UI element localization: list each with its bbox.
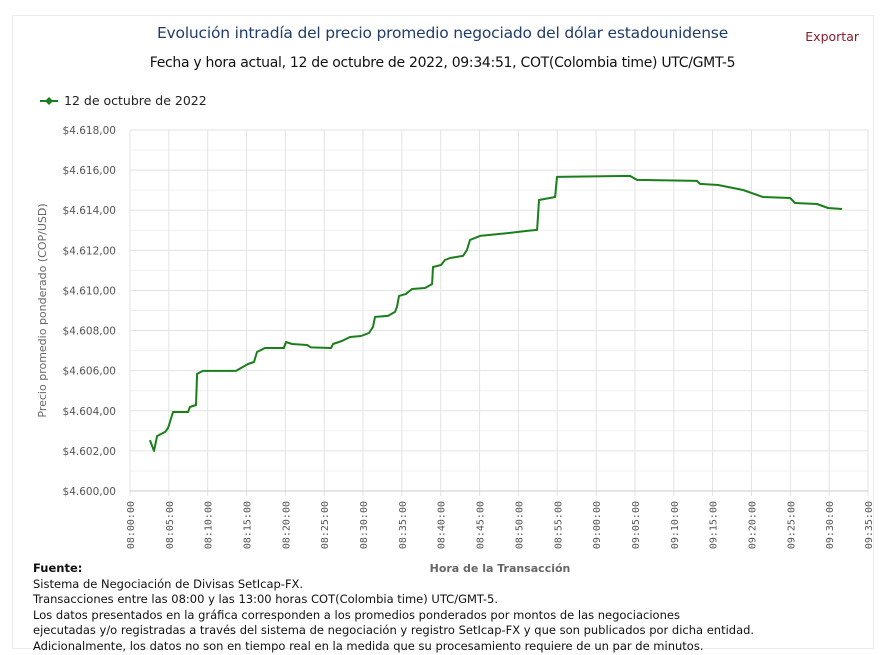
x-tick-label: 09:25:00: [786, 501, 797, 549]
x-tick-label: 08:35:00: [398, 501, 409, 549]
chart-subtitle: Fecha y hora actual, 12 de octubre de 20…: [149, 55, 736, 71]
legend-label: 12 de octubre de 2022: [64, 93, 207, 108]
x-tick-label: 08:25:00: [320, 501, 331, 549]
chart-card: [12, 15, 874, 649]
x-tick-label: 08:15:00: [243, 501, 254, 549]
x-tick-label: 08:40:00: [437, 501, 448, 549]
export-button[interactable]: Exportar: [805, 29, 859, 44]
y-tick-label: $4.606,00: [63, 366, 116, 378]
x-tick-label: 08:00:00: [126, 501, 137, 549]
y-tick-label: $4.614,00: [63, 205, 116, 217]
footer-line: Transacciones entre las 08:00 y las 13:0…: [33, 592, 498, 607]
legend-marker-icon: [40, 96, 58, 105]
y-tick-label: $4.608,00: [63, 326, 116, 338]
x-tick-label: 08:05:00: [165, 501, 176, 549]
x-axis-title: Hora de la Transacción: [429, 562, 571, 575]
y-tick-label: $4.600,00: [63, 486, 116, 498]
y-tick-label: $4.618,00: [63, 125, 116, 137]
x-tick-label: 08:30:00: [359, 501, 370, 549]
x-tick-label: 08:45:00: [476, 501, 487, 549]
footer-notes: Fuente: Sistema de Negociación de Divisa…: [33, 561, 754, 655]
x-tick-label: 08:50:00: [514, 501, 525, 549]
footer-line: Adicionalmente, los datos no son en tiem…: [33, 638, 704, 653]
x-tick-label: 09:00:00: [592, 501, 603, 549]
y-axis-title: Precio promedio ponderado (COP/USD): [36, 203, 49, 417]
x-tick-label: 08:20:00: [281, 501, 292, 549]
y-tick-label: $4.612,00: [63, 245, 116, 257]
x-tick-label: 09:35:00: [864, 501, 875, 549]
y-tick-label: $4.616,00: [63, 165, 116, 177]
y-tick-label: $4.602,00: [63, 446, 116, 458]
x-tick-label: 09:20:00: [747, 501, 758, 549]
x-tick-label: 09:15:00: [709, 501, 720, 549]
x-tick-label: 09:30:00: [825, 501, 836, 549]
x-tick-label: 09:05:00: [631, 501, 642, 549]
x-tick-label: 09:10:00: [670, 501, 681, 549]
x-tick-label: 08:10:00: [204, 501, 215, 549]
y-tick-label: $4.610,00: [63, 285, 116, 297]
y-tick-label: $4.604,00: [63, 406, 116, 418]
footer-heading: Fuente:: [33, 561, 83, 575]
footer-line: ejecutadas y/o registradas a través del …: [33, 623, 755, 638]
chart-title: Evolución intradía del precio promedio n…: [156, 24, 729, 42]
legend-item[interactable]: 12 de octubre de 2022: [40, 93, 207, 108]
footer-line: Sistema de Negociación de Divisas SetIca…: [33, 576, 304, 591]
footer-line: Los datos presentados en la gráfica corr…: [33, 607, 680, 622]
series-line: [148, 174, 843, 452]
x-tick-label: 08:55:00: [553, 501, 564, 549]
